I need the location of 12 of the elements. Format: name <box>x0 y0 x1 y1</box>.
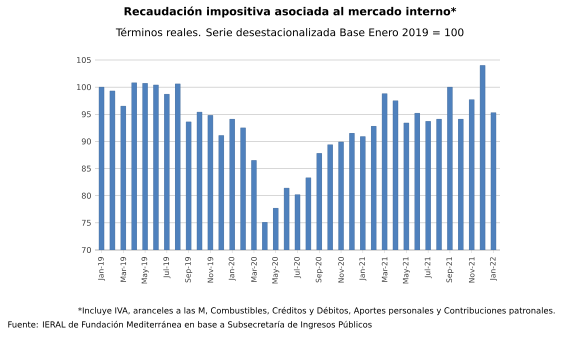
chart-subtitle: Términos reales. Serie desestacionalizada Base Enero 2019 = 100 <box>116 28 464 36</box>
source-note: Fuente: IERAL de Fundación Mediterránea en base a Subsecretaría de Ingresos Públicos <box>8 320 372 330</box>
y-tick-label: 85 <box>82 166 91 172</box>
text: *Incluye IVA, aranceles a las M, Combustibles, Créditos y Débitos, Aportes personales y Contribuciones patronales. <box>78 306 555 316</box>
y-tick-label: 75 <box>82 220 91 226</box>
y-tick-label: 90 <box>82 138 91 144</box>
y-tick-label: 95 <box>82 111 91 118</box>
y-tick-label: 105 <box>77 56 91 64</box>
y-tick-label: 80 <box>82 192 91 199</box>
chart-title: Recaudación impositiva asociada al mercado interno* <box>124 6 456 18</box>
y-tick-label: 70 <box>82 246 91 254</box>
y-tick-label: 100 <box>77 84 91 90</box>
